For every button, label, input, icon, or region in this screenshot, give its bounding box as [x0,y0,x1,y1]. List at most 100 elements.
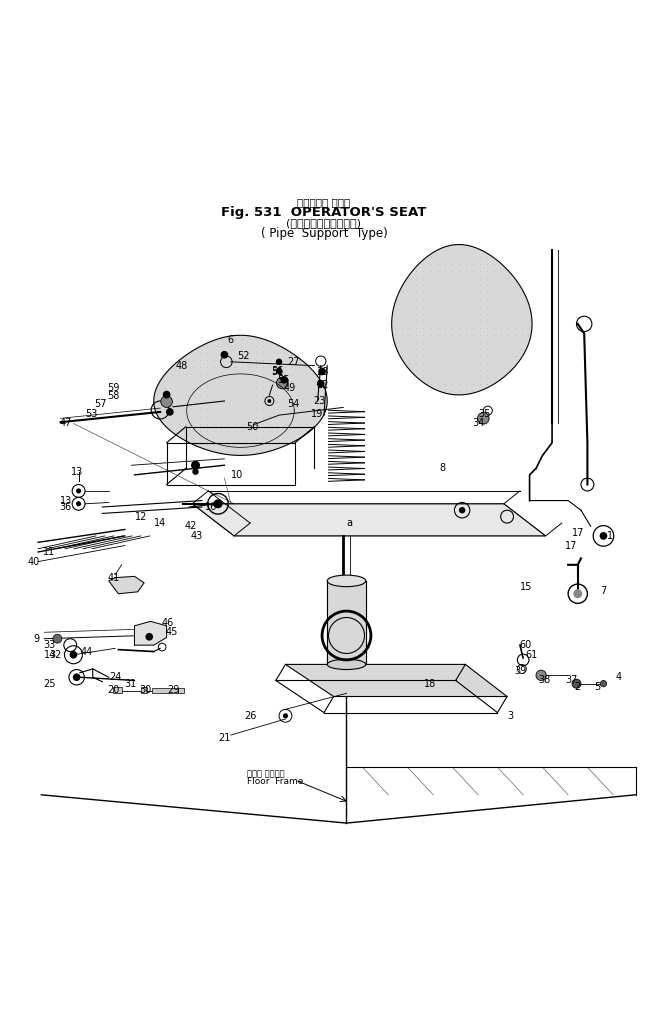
Text: 14: 14 [43,650,56,660]
Text: 13: 13 [60,496,72,506]
Text: 36: 36 [60,502,72,512]
Text: 39: 39 [514,666,526,675]
Polygon shape [154,336,327,455]
Text: 55: 55 [277,375,290,384]
Text: 22: 22 [316,380,329,390]
Circle shape [145,633,153,641]
Text: 21: 21 [218,733,231,743]
Text: 24: 24 [109,672,121,682]
Text: 54: 54 [287,400,299,410]
Circle shape [459,507,465,513]
Text: 17: 17 [565,540,577,551]
Text: ( Pipe  Support  Type): ( Pipe Support Type) [260,227,388,240]
Circle shape [573,589,583,598]
Circle shape [76,501,81,506]
Text: 32: 32 [49,650,62,660]
Text: 10: 10 [231,469,244,480]
Text: オペレータ シート: オペレータ シート [297,197,351,207]
Circle shape [268,400,272,403]
Circle shape [317,380,325,387]
Circle shape [73,673,80,681]
Text: Floor  Frame: Floor Frame [247,778,303,787]
Text: 57: 57 [94,400,107,410]
Text: 59: 59 [107,383,119,393]
Text: 56: 56 [271,366,283,376]
Text: 27: 27 [287,358,299,367]
Text: 31: 31 [124,678,136,689]
Text: 52: 52 [237,351,250,361]
Text: 5: 5 [594,681,600,692]
Bar [178,689,184,694]
Polygon shape [192,504,546,536]
Polygon shape [109,576,144,594]
Circle shape [69,651,77,659]
Text: 61: 61 [526,650,538,660]
Text: 4: 4 [615,672,621,682]
Polygon shape [327,581,365,664]
Circle shape [281,376,288,383]
Text: 60: 60 [519,640,531,650]
Polygon shape [391,244,532,394]
Text: 37: 37 [566,675,578,685]
Circle shape [277,377,288,388]
Circle shape [166,408,174,416]
Circle shape [283,713,288,718]
Ellipse shape [327,659,365,669]
Text: 29: 29 [167,685,179,695]
Circle shape [213,499,222,508]
Text: 38: 38 [538,675,551,685]
Text: 43: 43 [191,531,203,540]
Text: 20: 20 [108,685,120,695]
Text: 3: 3 [507,711,513,721]
Text: 41: 41 [108,573,120,583]
Circle shape [276,368,283,374]
Text: 58: 58 [107,391,119,402]
Text: 25: 25 [43,678,55,689]
Text: 8: 8 [440,463,446,474]
Text: 47: 47 [60,419,72,429]
Text: a: a [347,518,353,528]
Text: 50: 50 [246,422,259,432]
Text: 48: 48 [175,361,187,371]
Circle shape [192,468,199,475]
Circle shape [599,532,607,539]
Text: 18: 18 [424,678,436,689]
Circle shape [276,359,283,365]
Text: 26: 26 [244,711,257,721]
Text: 23: 23 [314,396,326,406]
Text: 30: 30 [139,685,152,695]
Text: 9: 9 [33,634,40,644]
Text: 17: 17 [572,527,584,537]
Text: 1: 1 [607,531,613,540]
Circle shape [318,368,326,375]
Ellipse shape [327,575,365,587]
Text: 33: 33 [43,640,56,650]
Text: 13: 13 [71,466,83,477]
Text: 40: 40 [27,557,40,567]
Text: 44: 44 [80,647,93,656]
Text: 2: 2 [575,681,581,692]
Circle shape [191,460,200,469]
Text: 34: 34 [472,419,484,429]
Text: 12: 12 [135,512,147,521]
Text: 16: 16 [205,502,218,512]
Circle shape [572,679,581,689]
Text: 28: 28 [316,367,329,377]
Text: 51: 51 [272,367,284,377]
Text: 46: 46 [162,618,174,628]
Circle shape [220,351,228,359]
Circle shape [478,413,489,424]
Circle shape [53,634,62,643]
Polygon shape [286,664,507,697]
Circle shape [76,489,81,494]
Text: 45: 45 [165,628,178,637]
Text: 49: 49 [284,383,296,393]
Text: 53: 53 [86,409,98,419]
Bar [113,686,122,694]
Circle shape [163,390,170,399]
Circle shape [600,680,607,686]
Bar [141,686,147,694]
Bar [152,689,178,694]
Text: フロア フレーム: フロア フレーム [247,769,284,778]
Text: 6: 6 [228,335,234,345]
